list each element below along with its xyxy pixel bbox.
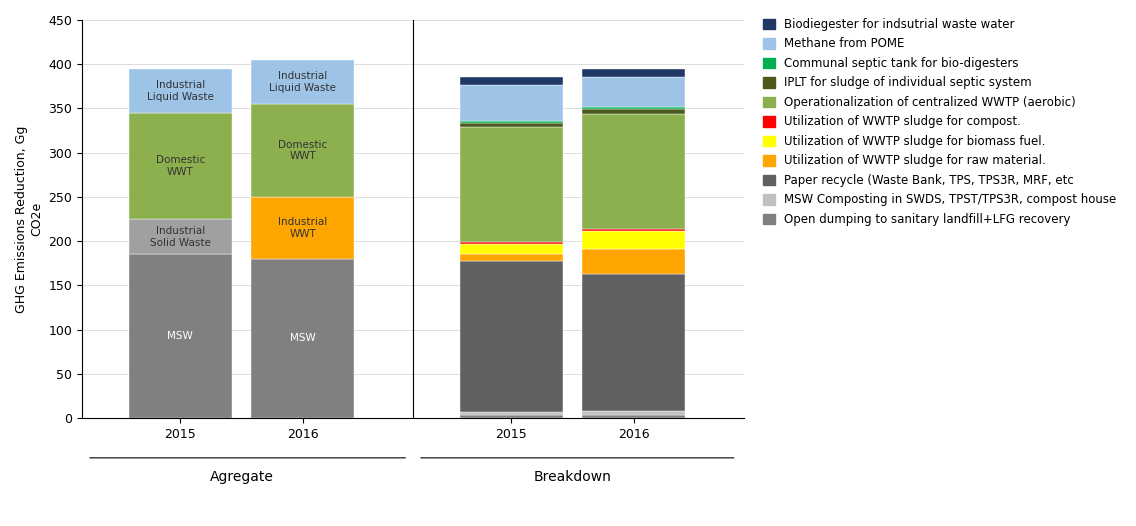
- Text: Industrial
Liquid Waste: Industrial Liquid Waste: [269, 71, 336, 93]
- Bar: [583, 109, 685, 114]
- Text: MSW: MSW: [290, 333, 316, 343]
- Bar: [583, 77, 685, 107]
- Bar: [460, 416, 562, 418]
- Legend: Biodiegester for indsutrial waste water, Methane from POME, Communal septic tank: Biodiegester for indsutrial waste water,…: [763, 18, 1117, 226]
- Bar: [583, 69, 685, 77]
- Text: Domestic
WWT: Domestic WWT: [278, 140, 327, 161]
- Bar: [583, 411, 685, 416]
- Text: Agregate: Agregate: [209, 470, 274, 484]
- Bar: [460, 244, 562, 255]
- Bar: [583, 114, 685, 229]
- Bar: [128, 113, 232, 219]
- Bar: [251, 197, 354, 259]
- Bar: [460, 255, 562, 261]
- Bar: [128, 69, 232, 113]
- Bar: [460, 85, 562, 121]
- Bar: [460, 412, 562, 416]
- Bar: [460, 127, 562, 242]
- Bar: [583, 416, 685, 418]
- Bar: [460, 261, 562, 412]
- Bar: [583, 274, 685, 411]
- Bar: [583, 229, 685, 231]
- Bar: [128, 255, 232, 418]
- Bar: [583, 107, 685, 109]
- Bar: [460, 121, 562, 124]
- Text: Breakdown: Breakdown: [534, 470, 611, 484]
- Bar: [128, 219, 232, 255]
- Bar: [583, 231, 685, 249]
- Text: Industrial
Solid Waste: Industrial Solid Waste: [150, 226, 210, 248]
- Bar: [251, 104, 354, 197]
- Bar: [460, 77, 562, 85]
- Y-axis label: GHG Emissions Reduction, Gg
CO2e: GHG Emissions Reduction, Gg CO2e: [15, 125, 43, 313]
- Text: Industrial
WWT: Industrial WWT: [278, 217, 327, 239]
- Bar: [460, 124, 562, 127]
- Bar: [251, 259, 354, 418]
- Bar: [251, 60, 354, 104]
- Text: Industrial
Liquid Waste: Industrial Liquid Waste: [147, 80, 214, 102]
- Text: MSW: MSW: [167, 331, 193, 341]
- Bar: [460, 242, 562, 244]
- Text: Domestic
WWT: Domestic WWT: [156, 155, 204, 177]
- Bar: [583, 249, 685, 274]
